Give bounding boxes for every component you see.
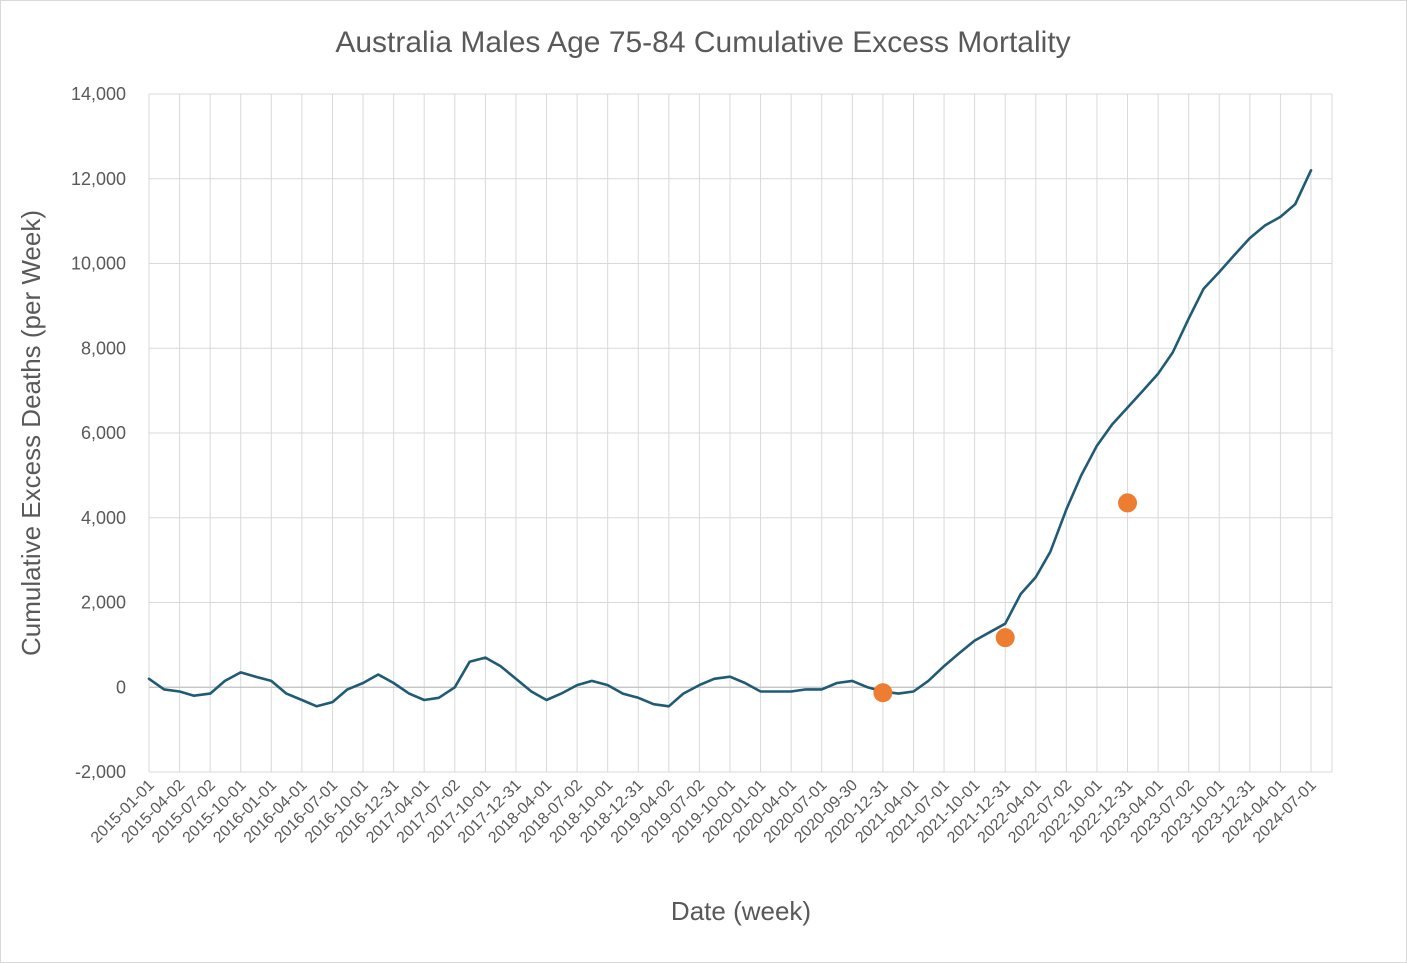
y-tick-label: 10,000 xyxy=(71,254,126,274)
y-tick-label: 12,000 xyxy=(71,169,126,189)
y-tick-label: 0 xyxy=(116,677,126,697)
y-tick-label: 4,000 xyxy=(81,508,126,528)
marker-point xyxy=(995,628,1015,648)
y-tick-label: 8,000 xyxy=(81,338,126,358)
y-tick-label: 6,000 xyxy=(81,423,126,443)
y-tick-labels: -2,000 2,000 4,000 6,000 8,000 10,000 12,000 14… xyxy=(71,84,126,782)
y-axis-label: Cumulative Excess Deaths (per Week) xyxy=(16,210,46,656)
y-tick-label: 2,000 xyxy=(81,593,126,613)
chart-title: Australia Males Age 75-84 Cumulative Exc… xyxy=(335,26,1070,59)
data-series xyxy=(147,169,1313,708)
cumulative-excess-line xyxy=(147,169,1313,708)
marker-point xyxy=(873,683,893,703)
y-tick-label: 14,000 xyxy=(71,84,126,104)
y-tick-label: -2,000 xyxy=(75,762,126,782)
x-tick-labels: 2015-01-012015-04-022015-07-022015-10-01… xyxy=(88,777,1320,847)
grid-lines xyxy=(148,93,1333,773)
x-axis-label: Date (week) xyxy=(671,896,811,926)
marker-point xyxy=(1118,493,1138,513)
